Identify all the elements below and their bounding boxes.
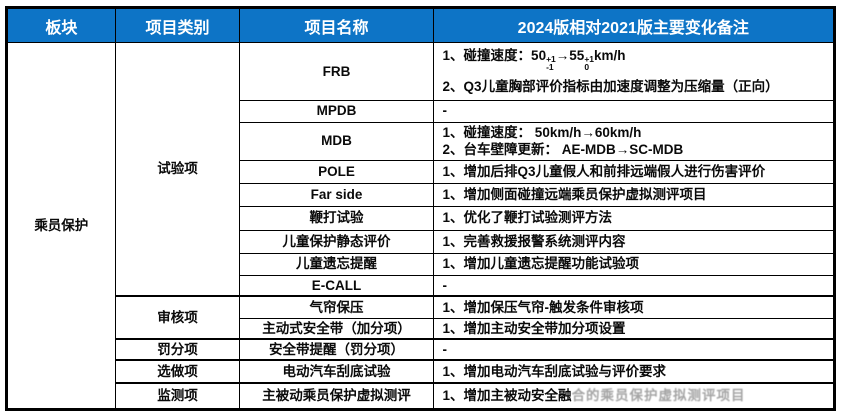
table-row-ecall: E-CALL - [7, 274, 836, 297]
category-cell-test: 试验项 [114, 42, 241, 297]
project-cell-whiplash: 鞭打试验 [239, 205, 434, 231]
header-cell-project: 项目名称 [239, 7, 434, 43]
project-cell-mpdb: MPDB [239, 99, 434, 123]
project-cell-child-static: 儿童保护静态评价 [239, 229, 434, 254]
remark-cell-frb: 1、碰撞速度：50 +1 -1 →55 +1 0 km/h 2、Q3儿童胸部评价指标由加速度… [432, 42, 836, 101]
project-cell-virtual: 主被动乘员保护虚拟测评 [239, 382, 434, 410]
remark-line: 1、碰撞速度：50 +1 -1 →55 +1 0 km/h [443, 44, 831, 75]
table-row-curtain: 审核项 气帘保压 1、增加保压气帘-触发条件审核项 [7, 295, 836, 340]
project-cell-frb: FRB [239, 42, 434, 101]
remark-cell-pole: 1、增加后排Q3儿童假人和前排远端假人进行伤害评价 [432, 159, 836, 184]
tolerance-stack: +1 0 [584, 54, 595, 72]
cncap-change-table: 板块 项目类别 项目名称 2024版相对2021版主要变化备注 乘员保护 试验项… [5, 6, 836, 411]
header-cell-section: 板块 [6, 7, 116, 43]
category-cell-penalty: 罚分项 [114, 338, 241, 361]
project-cell-active-belt: 主动式安全带（加分项） [239, 317, 434, 340]
project-cell-farside: Far side [239, 182, 434, 207]
category-cell-optional: 选做项 [114, 359, 241, 384]
remark-cell-virtual: 1、增加主被动安全融合的乘员保护虚拟测评项目 [432, 382, 836, 410]
table-row-frb: 乘员保护 试验项 FRB 1、碰撞速度：50 +1 -1 →55 +1 0 km/h 2、Q… [6, 42, 836, 410]
category-cell-audit: 审核项 [114, 295, 241, 340]
table-row-farside: Far side 1、增加侧面碰撞远端乘员保护虚拟测评项目 [7, 182, 836, 207]
remark-cell-child-static: 1、完善救援报警系统测评内容 [432, 229, 836, 254]
table-row-belt-reminder: 罚分项 安全带提醒（罚分项） - [7, 338, 836, 361]
project-cell-belt-reminder: 安全带提醒（罚分项） [239, 338, 434, 361]
table-row-active-belt: 主动式安全带（加分项） 1、增加主动安全带加分项设置 [7, 317, 836, 340]
remark-line: 1、碰撞速度： 50km/h→60km/h [442, 124, 642, 140]
header-row: 板块 项目类别 项目名称 2024版相对2021版主要变化备注 [6, 7, 836, 43]
remark-cell-active-belt: 1、增加主动安全带加分项设置 [432, 317, 836, 340]
header-cell-changes: 2024版相对2021版主要变化备注 [432, 7, 836, 43]
project-cell-pole: POLE [239, 159, 434, 184]
remark-text: 1、碰撞速度：50 [442, 48, 547, 63]
remark-cell-curtain: 1、增加保压气帘-触发条件审核项 [432, 295, 836, 319]
remark-text: km/h [594, 48, 626, 63]
remark-cell-mdb: 1、碰撞速度： 50km/h→60km/h 2、台车壁障更新： AE-MDB→S… [432, 121, 836, 161]
remark-line: 2、Q3儿童胸部评价指标由加速度调整为压缩量（正向） [442, 79, 779, 94]
table-row-whiplash: 鞭打试验 1、优化了鞭打试验测评方法 [7, 205, 836, 231]
remark-cell-belt-reminder: - [432, 338, 836, 361]
remark-text: →55 [555, 48, 585, 63]
table-row-pole: POLE 1、增加后排Q3儿童假人和前排远端假人进行伤害评价 [7, 159, 836, 184]
category-cell-monitor: 监测项 [114, 382, 241, 410]
remark-cell-mpdb: - [432, 99, 836, 123]
project-cell-scrape: 电动汽车刮底试验 [239, 359, 434, 384]
remark-cell-scrape: 1、增加电动汽车刮底试验与评价要求 [432, 359, 836, 384]
remark-line: 2、台车壁障更新： AE-MDB→SC-MDB [442, 142, 684, 158]
remark-text: 1、增加主被动安全融 [442, 388, 572, 404]
watermark-faded-text: 合的乘员保护虚拟测评项目 [571, 388, 746, 404]
tolerance-stack: +1 -1 [546, 54, 556, 72]
table-row-child-reminder: 儿童遗忘提醒 1、增加儿童遗忘提醒功能试验项 [7, 252, 836, 276]
remark-cell-ecall: - [432, 274, 836, 297]
remark-cell-farside: 1、增加侧面碰撞远端乘员保护虚拟测评项目 [432, 182, 836, 207]
remark-cell-child-reminder: 1、增加儿童遗忘提醒功能试验项 [432, 252, 836, 276]
project-cell-mdb: MDB [239, 121, 434, 161]
remark-cell-whiplash: 1、优化了鞭打试验测评方法 [432, 205, 836, 231]
project-cell-ecall: E-CALL [239, 274, 434, 297]
section-cell: 乘员保护 [6, 42, 116, 410]
table-row-scrape: 选做项 电动汽车刮底试验 1、增加电动汽车刮底试验与评价要求 [7, 359, 836, 384]
table-row-virtual: 监测项 主被动乘员保护虚拟测评 1、增加主被动安全融合的乘员保护虚拟测评项目 [7, 382, 836, 410]
header-cell-category: 项目类别 [114, 7, 241, 43]
project-cell-child-reminder: 儿童遗忘提醒 [239, 252, 434, 276]
table-row-mdb: MDB 1、碰撞速度： 50km/h→60km/h 2、台车壁障更新： AE-M… [7, 121, 836, 161]
project-cell-curtain: 气帘保压 [239, 295, 434, 319]
table-row-child-static: 儿童保护静态评价 1、完善救援报警系统测评内容 [7, 229, 836, 254]
